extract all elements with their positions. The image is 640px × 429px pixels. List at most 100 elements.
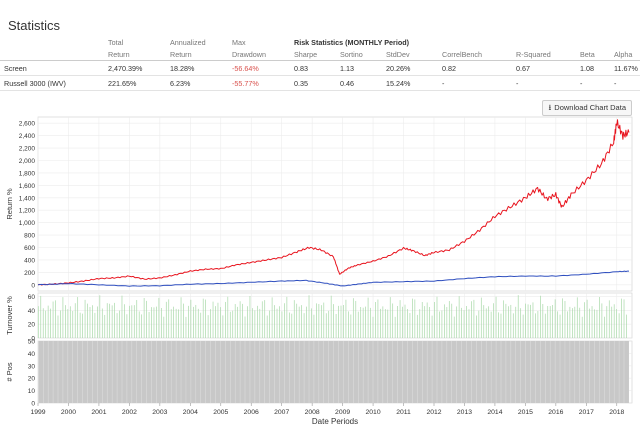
- row-label: Russell 3000 (IWV): [0, 75, 104, 91]
- x-tick-label: 2010: [366, 409, 381, 416]
- header-cell: R-Squared: [512, 48, 576, 61]
- x-tick-label: 2015: [518, 409, 533, 416]
- x-axis-label: Date Periods: [312, 417, 358, 426]
- page-title: Statistics: [8, 18, 61, 33]
- y-tick-label: 1,600: [19, 183, 36, 190]
- y-tick-label: 200: [24, 270, 35, 277]
- table-cell: 0.67: [512, 60, 576, 76]
- x-tick-label: 2003: [152, 409, 167, 416]
- header-cell: Return: [104, 48, 166, 61]
- table-cell: 1.08: [576, 60, 610, 76]
- table-cell: -56.64%: [228, 60, 290, 76]
- y-tick-label: 2,400: [19, 133, 36, 140]
- y-tick-label: 0: [31, 336, 35, 343]
- y-tick-label: 800: [24, 233, 35, 240]
- table-cell: -: [512, 75, 576, 91]
- y-tick-label: 1,800: [19, 170, 36, 177]
- table-cell: -: [576, 75, 610, 91]
- header-cell: [0, 48, 104, 61]
- table-cell: -55.77%: [228, 75, 290, 91]
- y-tick-label: 30: [28, 363, 36, 370]
- header-cell: StdDev: [382, 48, 438, 61]
- series-screen-line: [37, 119, 630, 286]
- y-tick-label: 50: [28, 339, 36, 346]
- header-cell: Alpha: [610, 48, 640, 61]
- y-tick-label: 2,200: [19, 146, 36, 153]
- y-tick-label: 2,000: [19, 158, 36, 165]
- x-tick-label: 2009: [335, 409, 350, 416]
- x-tick-label: 2013: [457, 409, 472, 416]
- table-cell: 20.26%: [382, 60, 438, 76]
- header-cell: Max: [232, 37, 246, 47]
- y-tick-label: 2,600: [19, 121, 36, 128]
- x-tick-label: 2006: [244, 409, 259, 416]
- y-tick-label: 1,200: [19, 208, 36, 215]
- y-tick-label: 600: [24, 245, 35, 252]
- y-tick-label: 1,400: [19, 195, 36, 202]
- y-tick-label: 20: [28, 376, 36, 383]
- y-tick-label: 60: [28, 294, 36, 301]
- table-cell: 0.82: [438, 60, 512, 76]
- y-axis-label: Return %: [5, 188, 14, 220]
- table-header-row: Return Return Drawdown Sharpe Sortino St…: [0, 48, 640, 61]
- header-cell: CorrelBench: [438, 48, 512, 61]
- y-axis-label: # Pos: [5, 362, 14, 381]
- download-button-label: Download Chart Data: [554, 103, 626, 112]
- statistics-table: Total Annualized Max Risk Statistics (MO…: [0, 36, 640, 91]
- x-tick-label: 2007: [274, 409, 289, 416]
- table-cell: -: [438, 75, 512, 91]
- download-icon: ⭳: [548, 103, 552, 112]
- table-cell: 0.83: [290, 60, 336, 76]
- table-cell: 6.23%: [166, 75, 228, 91]
- risk-statistics-header: Risk Statistics (MONTHLY Period): [294, 37, 410, 47]
- table-row: Screen 2,470.39% 18.28% -56.64% 0.83 1.1…: [0, 60, 640, 76]
- header-cell: Total: [108, 37, 124, 47]
- table-cell: 1.13: [336, 60, 382, 76]
- x-tick-label: 2004: [183, 409, 198, 416]
- x-tick-label: 2001: [91, 409, 106, 416]
- header-cell: Return: [166, 48, 228, 61]
- y-tick-label: 0: [31, 401, 35, 408]
- header-cell: Sortino: [336, 48, 382, 61]
- series-benchmark-line: [37, 270, 629, 287]
- x-tick-label: 2008: [305, 409, 320, 416]
- y-tick-label: 0: [31, 282, 35, 289]
- y-axis-label: Turnover %: [5, 296, 14, 335]
- table-row: Russell 3000 (IWV) 221.65% 6.23% -55.77%…: [0, 75, 640, 91]
- y-tick-label: 10: [28, 388, 36, 395]
- header-cell: Beta: [576, 48, 610, 61]
- x-tick-label: 2016: [548, 409, 563, 416]
- x-tick-label: 2005: [213, 409, 228, 416]
- y-tick-label: 1,000: [19, 220, 36, 227]
- x-tick-label: 2018: [609, 409, 624, 416]
- y-tick-label: 400: [24, 257, 35, 264]
- y-tick-label: 40: [28, 308, 36, 315]
- download-chart-data-button[interactable]: ⭳ Download Chart Data: [542, 100, 632, 116]
- table-cell: 2,470.39%: [104, 60, 166, 76]
- header-cell: Drawdown: [228, 48, 290, 61]
- y-tick-label: 20: [28, 322, 36, 329]
- plot-area: [37, 116, 633, 292]
- table-cell: -: [610, 75, 640, 91]
- table-cell: 18.28%: [166, 60, 228, 76]
- turnover-bars: [37, 295, 627, 338]
- x-tick-label: 1999: [30, 409, 45, 416]
- row-label: Screen: [0, 60, 104, 76]
- x-tick-label: 2000: [61, 409, 76, 416]
- header-cell: Annualized: [170, 37, 206, 47]
- table-cell: 11.67%: [610, 60, 640, 76]
- table-cell: 0.46: [336, 75, 382, 91]
- header-cell: Sharpe: [290, 48, 336, 61]
- x-tick-label: 2014: [487, 409, 502, 416]
- positions-stripes: [38, 341, 625, 403]
- x-tick-label: 2017: [579, 409, 594, 416]
- table-cell: 15.24%: [382, 75, 438, 91]
- table-header-row: Total Annualized Max Risk Statistics (MO…: [0, 36, 640, 48]
- table-cell: 221.65%: [104, 75, 166, 91]
- x-tick-label: 2002: [122, 409, 137, 416]
- x-tick-label: 2012: [426, 409, 441, 416]
- y-tick-label: 40: [28, 351, 36, 358]
- x-tick-label: 2011: [396, 409, 411, 416]
- table-cell: 0.35: [290, 75, 336, 91]
